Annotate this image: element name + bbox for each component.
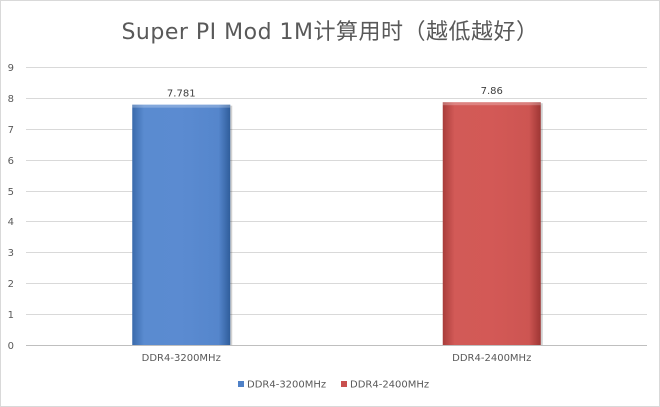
bars xyxy=(132,102,543,345)
y-tick-label: 4 xyxy=(8,217,14,228)
bar-bevel xyxy=(132,104,231,108)
y-tick-label: 2 xyxy=(8,279,14,290)
x-tick-label: DDR4-2400MHz xyxy=(452,353,531,364)
y-tick-label: 0 xyxy=(8,341,14,352)
legend-swatch xyxy=(341,381,347,387)
y-tick-label: 7 xyxy=(8,125,14,136)
y-tick-label: 8 xyxy=(8,94,14,105)
x-axis-ticks: DDR4-3200MHz DDR4-2400MHz xyxy=(142,353,532,364)
legend-label: DDR4-2400MHz xyxy=(350,380,429,391)
data-label: 7.86 xyxy=(481,86,503,97)
y-tick-label: 3 xyxy=(8,248,14,259)
chart-title: Super PI Mod 1M计算用时（越低越好） xyxy=(121,20,539,45)
x-tick-label: DDR4-3200MHz xyxy=(142,353,221,364)
legend: DDR4-3200MHz DDR4-2400MHz xyxy=(238,380,429,391)
legend-label: DDR4-3200MHz xyxy=(247,380,326,391)
gridlines xyxy=(26,67,647,346)
y-tick-label: 1 xyxy=(8,310,14,321)
y-tick-label: 6 xyxy=(8,156,14,167)
y-axis-ticks: 0 1 2 3 4 5 6 7 8 9 xyxy=(8,63,14,352)
bar-DDR4-3200MHz xyxy=(132,104,231,345)
legend-swatch xyxy=(238,381,244,387)
bar-bevel xyxy=(442,102,541,106)
data-labels: 7.781 7.86 xyxy=(167,86,503,99)
y-tick-label: 9 xyxy=(8,63,14,74)
data-label: 7.781 xyxy=(167,89,196,100)
y-tick-label: 5 xyxy=(8,187,14,198)
bar-DDR4-2400MHz xyxy=(442,102,541,345)
